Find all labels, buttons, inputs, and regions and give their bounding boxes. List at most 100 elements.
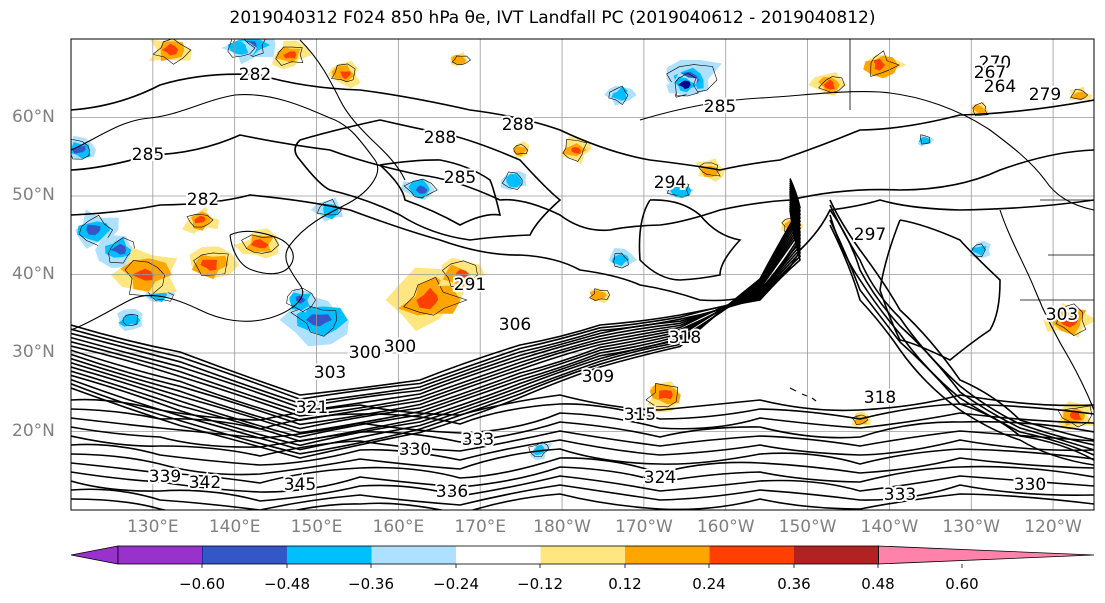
shading-outline <box>286 287 316 312</box>
contour-label: 330 <box>399 440 431 460</box>
shading-patch <box>110 243 126 255</box>
shading-patch <box>227 41 249 55</box>
shading-outline <box>152 39 192 65</box>
contour-label: 264 <box>984 77 1016 97</box>
contour-label: 267 <box>974 63 1006 83</box>
colorbar-tick-label: 0.60 <box>945 575 979 593</box>
contour-label: 270 <box>979 53 1011 73</box>
contour-line <box>71 420 1094 448</box>
contour-label: 315 <box>624 405 656 425</box>
contour-label: 282 <box>187 190 219 210</box>
shading-outline <box>186 214 214 228</box>
colorbar-tick-label: −0.12 <box>517 575 563 593</box>
contour-label: 300 <box>384 337 416 357</box>
contour-line <box>71 73 1094 171</box>
shading-outline <box>275 46 304 66</box>
shading-patch <box>972 104 987 114</box>
shading-patch <box>200 259 217 271</box>
lon-label: 170°W <box>614 517 673 537</box>
colorbar-tick-label: 0.36 <box>777 575 811 593</box>
asia-coastline <box>71 94 379 331</box>
contour-line <box>71 430 1094 457</box>
shading-outline <box>972 102 989 117</box>
shading-patch <box>72 146 86 154</box>
colorbar-tick-label: −0.24 <box>433 575 479 593</box>
colorbar-tick-label: 0.24 <box>692 575 726 593</box>
shading-patch <box>340 71 351 80</box>
shading-outline <box>290 305 338 337</box>
colorbar-tick-label: 0.48 <box>861 575 895 593</box>
contour-label: 303 <box>314 363 346 383</box>
contour-line <box>71 394 1094 421</box>
contour-label: 285 <box>704 97 736 117</box>
contour-line <box>71 412 1094 439</box>
shading-patch <box>678 80 691 90</box>
colorbar-segment <box>118 546 202 564</box>
shading-patch <box>194 215 206 224</box>
shading-outline <box>970 243 986 258</box>
lon-label: 140°W <box>860 517 919 537</box>
contour-line <box>71 403 1094 430</box>
shading-patch <box>162 43 179 56</box>
shading-outline <box>613 252 629 269</box>
coastlines <box>71 39 1094 411</box>
shading-outline <box>666 64 718 98</box>
contour-label: 321 <box>296 398 328 418</box>
colorbar-segment <box>456 546 541 564</box>
contour-line <box>71 197 801 422</box>
lon-label: 130°W <box>942 517 1001 537</box>
lat-label: 60°N <box>12 106 55 127</box>
contour-line <box>71 493 1094 510</box>
contour-label: 339 <box>149 467 181 487</box>
contour-line <box>71 184 801 447</box>
contour-label: 291 <box>454 275 486 295</box>
lon-label: 180°W <box>533 517 591 537</box>
na-west-coastline <box>999 209 1094 411</box>
shading-outline <box>227 39 256 58</box>
pc-shading-patches <box>71 39 1094 460</box>
contour-line <box>829 199 1094 441</box>
lon-label: 160°E <box>372 517 425 537</box>
shading-outline <box>451 55 471 66</box>
colorbar-tick-label: −0.60 <box>179 575 225 593</box>
contour-line <box>71 448 1094 476</box>
contour-label: 279 <box>1029 85 1061 105</box>
shading-outline <box>1070 89 1089 100</box>
contour-line <box>829 224 1094 466</box>
lon-label: 120°W <box>1024 517 1082 537</box>
contour-line <box>71 182 801 451</box>
colorbar-segment <box>202 546 287 564</box>
theta-e-contours <box>71 73 1094 510</box>
shading-patch <box>451 54 466 65</box>
contour-label: 336 <box>436 482 468 502</box>
colorbar-segment <box>371 546 456 564</box>
shading-patch <box>589 290 607 302</box>
shading-outline <box>1057 405 1093 428</box>
contour-label: 342 <box>189 473 221 493</box>
contour-line <box>71 190 801 434</box>
lon-label: 140°E <box>208 517 261 537</box>
contour-label: 285 <box>444 168 476 188</box>
shading-patch <box>251 239 269 249</box>
shading-outline <box>851 414 869 425</box>
shading-outline <box>241 234 279 254</box>
shading-outline <box>562 139 588 162</box>
colorbar-segment <box>287 546 372 564</box>
shading-patch <box>1069 410 1082 420</box>
contour-label: 303 <box>1046 305 1078 325</box>
country-borders <box>849 39 1094 301</box>
colorbar-extend-max <box>878 545 1095 565</box>
shading-patch <box>971 246 987 256</box>
contour-line <box>71 205 801 405</box>
colorbar-extend-min <box>70 545 119 565</box>
contour-label: 288 <box>502 115 534 135</box>
kamchatka-coastline <box>299 39 406 181</box>
shading-outline <box>589 288 610 301</box>
contour-line <box>638 199 742 281</box>
shading-outline <box>316 199 342 216</box>
contour-label: 297 <box>854 225 886 245</box>
contour-label: 306 <box>499 315 531 335</box>
contour-line <box>71 207 801 401</box>
contour-label: 294 <box>654 173 686 193</box>
